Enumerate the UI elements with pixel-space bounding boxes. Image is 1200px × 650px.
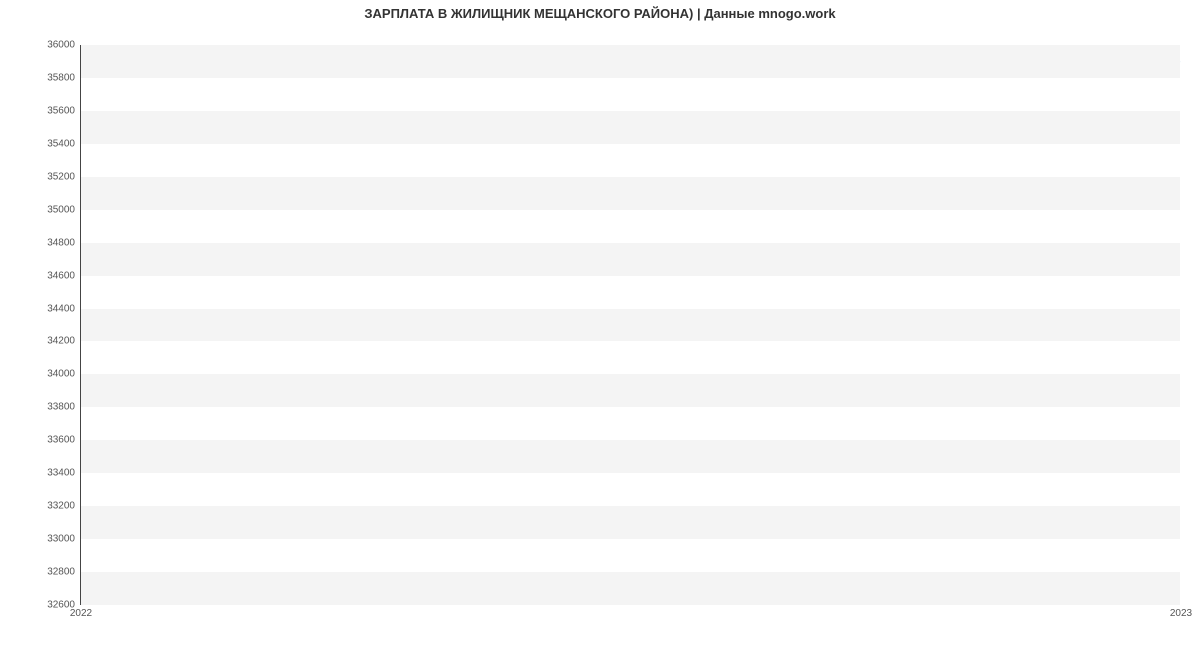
grid-band — [81, 177, 1180, 210]
y-tick-label: 35000 — [47, 204, 75, 215]
grid-band — [81, 539, 1180, 572]
chart-title: ЗАРПЛАТА В ЖИЛИЩНИК МЕЩАНСКОГО РАЙОНА) |… — [0, 6, 1200, 21]
y-tick-label: 33000 — [47, 534, 75, 545]
y-tick-label: 32800 — [47, 567, 75, 578]
y-tick-label: 34000 — [47, 369, 75, 380]
y-tick-label: 33800 — [47, 402, 75, 413]
grid-band — [81, 210, 1180, 243]
plot-area: 3260032800330003320033400336003380034000… — [80, 45, 1180, 605]
x-tick-label: 2023 — [1170, 608, 1192, 619]
grid-band — [81, 341, 1180, 374]
grid-band — [81, 506, 1180, 539]
y-tick-label: 35600 — [47, 105, 75, 116]
grid-band — [81, 309, 1180, 342]
grid-band — [81, 473, 1180, 506]
y-tick-label: 33400 — [47, 468, 75, 479]
x-tick-label: 2022 — [70, 608, 92, 619]
salary-line-chart: ЗАРПЛАТА В ЖИЛИЩНИК МЕЩАНСКОГО РАЙОНА) |… — [0, 0, 1200, 650]
y-tick-label: 35200 — [47, 171, 75, 182]
y-tick-label: 34600 — [47, 270, 75, 281]
grid-band — [81, 276, 1180, 309]
y-tick-label: 36000 — [47, 40, 75, 51]
grid-band — [81, 45, 1180, 78]
grid-band — [81, 374, 1180, 407]
grid-band — [81, 572, 1180, 605]
y-tick-label: 33200 — [47, 501, 75, 512]
grid-band — [81, 243, 1180, 276]
grid-band — [81, 111, 1180, 144]
y-tick-label: 34800 — [47, 237, 75, 248]
grid-band — [81, 407, 1180, 440]
grid-band — [81, 440, 1180, 473]
y-tick-label: 34200 — [47, 336, 75, 347]
y-tick-label: 35800 — [47, 72, 75, 83]
grid-band — [81, 78, 1180, 111]
y-tick-label: 35400 — [47, 138, 75, 149]
y-tick-label: 33600 — [47, 435, 75, 446]
y-tick-label: 34400 — [47, 303, 75, 314]
grid-band — [81, 144, 1180, 177]
